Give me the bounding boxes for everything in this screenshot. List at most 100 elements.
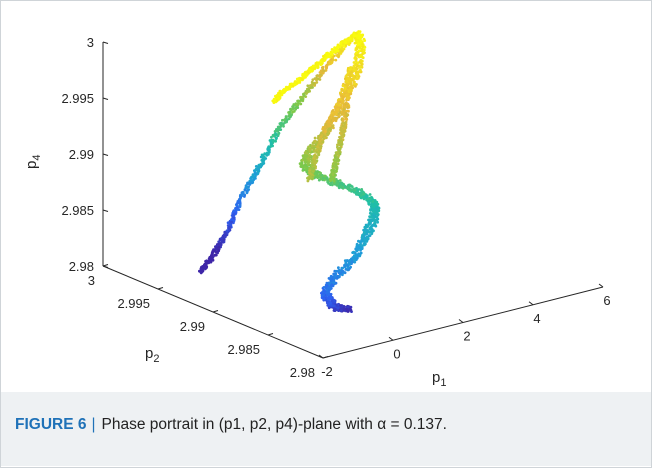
scatter-point bbox=[338, 179, 342, 182]
scatter-point bbox=[368, 193, 372, 196]
scatter-point bbox=[308, 153, 312, 157]
scatter-point bbox=[343, 115, 346, 118]
z-tick-mark bbox=[102, 41, 109, 44]
scatter-point bbox=[317, 153, 321, 157]
scatter-point bbox=[291, 84, 295, 88]
scatter-point bbox=[359, 194, 363, 197]
scatter-point bbox=[343, 185, 347, 189]
scatter-point bbox=[320, 296, 324, 300]
scatter-point bbox=[260, 153, 264, 157]
scatter-point bbox=[357, 252, 360, 256]
scatter-point bbox=[282, 124, 285, 128]
scatter-point bbox=[279, 124, 283, 128]
y-tick-label: 2.98 bbox=[290, 365, 315, 380]
scatter-point bbox=[325, 176, 329, 180]
scatter-point bbox=[364, 242, 367, 246]
scatter-point bbox=[344, 117, 348, 120]
scatter-point bbox=[328, 277, 332, 281]
scatter-point bbox=[372, 229, 375, 233]
scatter-point bbox=[308, 70, 312, 73]
scatter-point bbox=[334, 112, 338, 116]
scatter-point bbox=[356, 53, 360, 57]
scatter-point bbox=[354, 59, 358, 63]
scatter-point bbox=[250, 176, 253, 180]
scatter-point bbox=[332, 179, 336, 183]
scatter-point bbox=[328, 178, 332, 182]
z-tick-mark bbox=[102, 97, 109, 100]
y-tick-label: 2.995 bbox=[117, 296, 150, 311]
scatter-point bbox=[339, 128, 342, 132]
scatter-point bbox=[352, 187, 356, 191]
scatter-point bbox=[218, 238, 222, 242]
figure-caption: FIGURE 6 | Phase portrait in (p1, p2, p4… bbox=[15, 394, 635, 456]
scatter-point bbox=[227, 226, 231, 229]
x-tick-mark bbox=[458, 319, 464, 323]
scatter-point bbox=[223, 235, 227, 239]
scatter-point bbox=[359, 68, 362, 72]
scatter-point bbox=[338, 269, 341, 273]
x-tick-label: 2 bbox=[463, 329, 470, 344]
scatter-point bbox=[302, 94, 306, 98]
scatter-point bbox=[336, 143, 339, 147]
scatter-point bbox=[219, 243, 223, 247]
scatter-point bbox=[370, 219, 374, 223]
scatter-point bbox=[253, 172, 257, 176]
scatter-point bbox=[365, 229, 369, 232]
scatter-point bbox=[359, 39, 363, 43]
scatter-point bbox=[341, 121, 345, 125]
scatter-point bbox=[369, 215, 373, 219]
scatter-point bbox=[373, 199, 377, 202]
scatter-point bbox=[230, 220, 234, 224]
scatter-point bbox=[306, 162, 310, 166]
scatter-point bbox=[329, 173, 332, 177]
scatter-point bbox=[345, 114, 349, 118]
scatter-point bbox=[262, 158, 266, 162]
scatter-point bbox=[334, 156, 337, 160]
scatter-point bbox=[312, 157, 316, 160]
scatter-point bbox=[358, 192, 362, 196]
scatter-point bbox=[330, 111, 334, 115]
scatter-point bbox=[357, 49, 361, 53]
scatter-point bbox=[311, 141, 315, 145]
scatter-point bbox=[353, 260, 357, 264]
scatter-point bbox=[256, 168, 260, 171]
scatter-point bbox=[311, 86, 314, 89]
scatter-point bbox=[287, 114, 291, 118]
scatter-point bbox=[291, 110, 294, 114]
scatter-point bbox=[319, 171, 322, 175]
scatter-point bbox=[265, 153, 269, 157]
scatter-point bbox=[345, 307, 348, 311]
scatter-point bbox=[335, 167, 338, 171]
scatter-point bbox=[313, 136, 317, 140]
scatter-point bbox=[328, 298, 331, 301]
scatter-point bbox=[332, 166, 335, 170]
scatter-point bbox=[369, 226, 372, 230]
scatter-point bbox=[321, 140, 325, 144]
scatter-point bbox=[333, 181, 336, 185]
scatter-point bbox=[367, 200, 371, 204]
scatter-point bbox=[235, 208, 239, 211]
scatter-point bbox=[263, 152, 267, 156]
scatter-point bbox=[341, 124, 345, 128]
scatter-point bbox=[362, 51, 366, 55]
z-axis-label: p4 bbox=[23, 155, 43, 169]
x-tick-mark bbox=[598, 283, 604, 288]
scatter-point bbox=[368, 197, 372, 201]
scatter-point bbox=[202, 266, 206, 270]
scatter-point bbox=[347, 43, 351, 46]
y-tick-mark bbox=[267, 333, 274, 336]
scatter-point bbox=[314, 78, 318, 81]
scatter-point bbox=[306, 84, 310, 88]
scatter-point bbox=[213, 253, 217, 257]
scatter-point bbox=[340, 309, 343, 312]
scatter-point bbox=[336, 162, 340, 166]
scatter-point bbox=[304, 154, 308, 158]
scatter-point bbox=[347, 109, 350, 113]
x-axis-label: p1 bbox=[432, 369, 446, 389]
scatter-point bbox=[354, 31, 358, 35]
scatter-point bbox=[332, 281, 336, 285]
scatter-point bbox=[353, 82, 356, 86]
scatter-point bbox=[367, 203, 371, 206]
scatter-point bbox=[276, 134, 280, 138]
scatter-point bbox=[226, 221, 230, 225]
